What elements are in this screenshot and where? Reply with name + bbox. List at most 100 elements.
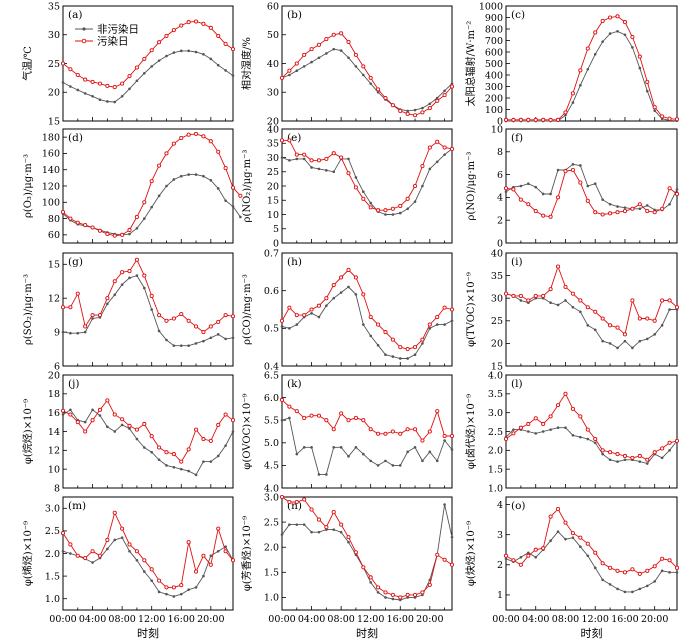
data-point [128, 276, 131, 280]
x-tick-label: 20:00 [641, 614, 668, 625]
data-point [316, 42, 322, 47]
data-point [339, 530, 343, 534]
data-point [105, 398, 110, 403]
y-tick-label: 15 [267, 196, 279, 207]
x-tick-label: 16:00 [168, 614, 195, 625]
data-point [113, 293, 117, 297]
data-point [504, 557, 508, 561]
panel-label: (c) [511, 9, 525, 21]
y-axis-label: ρ(O₃)/μg·m⁻³ [23, 154, 34, 218]
data-point [186, 447, 191, 452]
data-point [97, 228, 103, 233]
data-point [193, 19, 199, 24]
data-point [622, 20, 628, 25]
data-point [302, 497, 307, 502]
data-point [287, 499, 292, 505]
y-tick-label: 1.0 [488, 483, 503, 494]
data-point [391, 355, 395, 358]
series-pollution [60, 131, 243, 238]
data-point [164, 33, 169, 38]
data-point [578, 180, 583, 185]
data-point [157, 458, 161, 462]
data-point [209, 179, 213, 182]
data-point [302, 523, 306, 526]
data-point [98, 414, 102, 417]
x-tick-label: 00:00 [492, 614, 519, 625]
data-point [518, 117, 523, 122]
data-point [534, 432, 538, 435]
data-point [120, 94, 124, 98]
y-tick-label: 100 [42, 198, 60, 209]
data-point [600, 316, 605, 321]
data-point [549, 192, 552, 196]
data-point [630, 567, 635, 572]
data-point [230, 558, 236, 563]
y-axis-label: 太阳总辐射/W·m⁻² [464, 21, 477, 107]
data-point [294, 313, 299, 318]
data-point [555, 403, 561, 408]
data-point [518, 293, 523, 298]
data-point [541, 546, 546, 551]
x-tick-label: 04:00 [522, 614, 549, 625]
series-line [281, 286, 453, 359]
data-point [76, 88, 80, 92]
data-point [179, 23, 184, 28]
data-point [660, 446, 665, 451]
data-point [295, 523, 299, 526]
y-tick-label: 2 [497, 216, 503, 227]
data-point [316, 413, 322, 418]
series-line [63, 258, 234, 333]
y-tick-label: 0.6 [264, 286, 279, 297]
data-point [75, 420, 80, 425]
y-tick-label: 20 [491, 339, 503, 350]
data-point [660, 556, 665, 561]
panel-label: (m) [68, 500, 86, 512]
data-point [288, 416, 291, 420]
data-point [165, 338, 168, 342]
data-point [149, 434, 154, 439]
y-axis-label: ρ(CO)/mg·m⁻³ [242, 274, 253, 345]
data-point [164, 585, 169, 590]
data-point [172, 51, 176, 54]
data-point [645, 89, 649, 93]
data-point [186, 540, 191, 545]
data-point [593, 309, 598, 314]
data-point [608, 323, 613, 328]
data-point [208, 562, 213, 567]
data-point [601, 452, 604, 456]
data-point [384, 459, 387, 463]
data-point [186, 20, 191, 25]
data-point [150, 205, 153, 209]
data-point [287, 305, 292, 310]
data-point [193, 569, 199, 574]
x-axis-label: 时刻 [356, 626, 378, 640]
data-point [533, 293, 538, 298]
data-point [667, 116, 672, 121]
data-point [60, 305, 66, 310]
data-point [383, 208, 388, 213]
data-point [616, 346, 619, 350]
series-line [62, 537, 234, 597]
data-point [623, 206, 627, 209]
data-point [526, 202, 531, 207]
data-point [564, 299, 567, 302]
panel-f: 0 2 4 6 8 10 ρ(NO)/μg·m⁻³ (f) [466, 124, 680, 249]
data-point [579, 435, 582, 439]
data-point [179, 49, 183, 53]
data-point [570, 291, 575, 296]
data-point [631, 46, 634, 49]
y-tick-label: 1.5 [264, 568, 279, 579]
series-pollution [60, 19, 236, 90]
data-point [631, 346, 634, 350]
data-point [421, 184, 424, 188]
y-tick-label: 5.5 [264, 416, 279, 427]
data-point [157, 578, 162, 583]
series-non-pollution [280, 147, 454, 216]
data-point [390, 429, 395, 434]
y-tick-label: 10 [48, 464, 60, 475]
panel-label: (j) [68, 378, 79, 390]
data-point [134, 257, 139, 262]
data-point [279, 138, 285, 143]
data-point [230, 418, 236, 423]
panel-c: 01002003004005006007008009001000太阳总辐射/W·… [464, 1, 680, 127]
